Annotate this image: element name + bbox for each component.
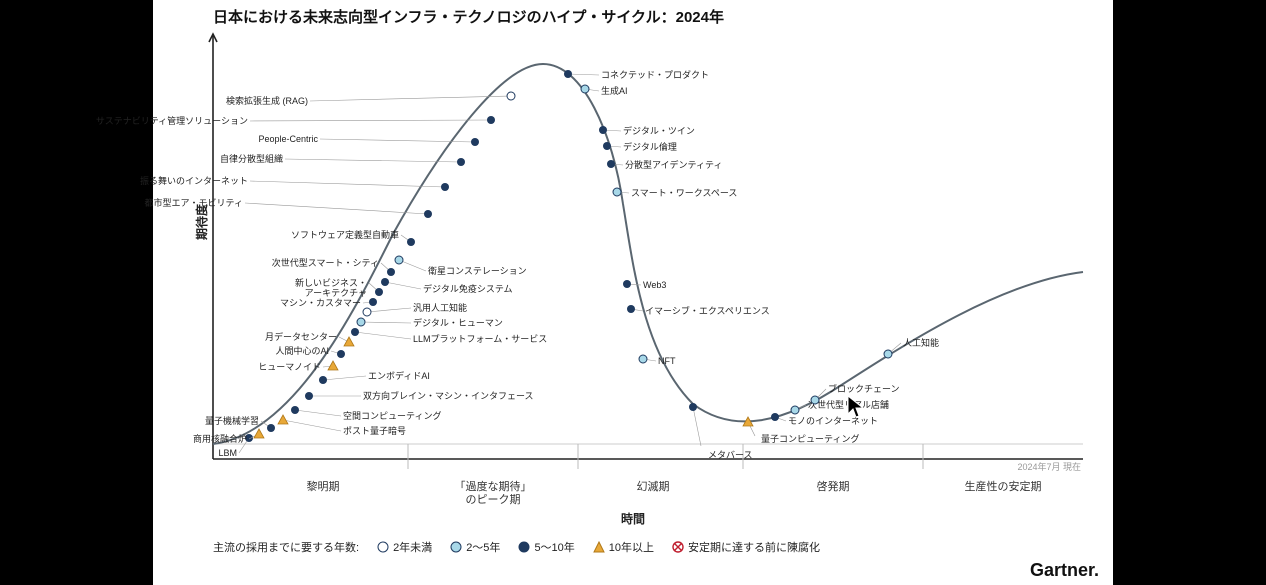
point-label: 振る舞いのインターネット bbox=[140, 175, 248, 186]
point-label: 次世代型リアル店舗 bbox=[808, 399, 889, 410]
point-label: マシン・カスタマー bbox=[280, 298, 361, 308]
legend-caption: 主流の採用までに要する年数: bbox=[213, 539, 359, 555]
chart-title: 日本における未来志向型インフラ・テクノロジのハイプ・サイクル：2024年 bbox=[213, 6, 724, 27]
date-stamp: 2024年7月 現在 bbox=[1017, 460, 1081, 473]
phase-label: 「過度な期待」のピーク期 bbox=[443, 481, 543, 507]
point-label: デジタル免疫システム bbox=[423, 283, 513, 294]
point-label: 新しいビジネス・ bbox=[295, 277, 367, 288]
point-label: 自律分散型組織 bbox=[220, 153, 283, 164]
y-axis-label: 期待度 bbox=[193, 204, 210, 240]
point-label: 量子コンピューティング bbox=[761, 433, 859, 444]
x-axis-label: 時間 bbox=[153, 510, 1113, 527]
legend-item: 5～10年 bbox=[518, 539, 574, 555]
phase-label: 黎明期 bbox=[273, 481, 373, 494]
point-label: デジタル・ツイン bbox=[623, 125, 695, 136]
point-label: メタバース bbox=[708, 450, 753, 460]
point-label: 生成AI bbox=[601, 85, 628, 96]
legend: 主流の採用までに要する年数: 2年未満 2～5年 5～10年 10年以上 安定期に達する… bbox=[213, 539, 1083, 555]
point-label: 月データセンター bbox=[265, 331, 337, 342]
point-label: サステナビリティ管理ソリューション bbox=[96, 115, 248, 126]
point-label: LBM bbox=[218, 448, 237, 458]
point-label: モノのインターネット bbox=[788, 416, 878, 426]
point-label: 衛星コンステレーション bbox=[428, 265, 527, 276]
point-label: エンボディドAI bbox=[368, 370, 430, 381]
point-label: 人間中心のAI bbox=[275, 345, 329, 356]
point-label: デジタル・ヒューマン bbox=[413, 317, 503, 328]
point-label: ポスト量子暗号 bbox=[343, 425, 406, 436]
legend-item-label: 2年未満 bbox=[393, 539, 432, 555]
point-label: Web3 bbox=[643, 280, 666, 290]
point-label: 量子機械学習 bbox=[205, 415, 259, 426]
point-label: 人工知能 bbox=[903, 337, 939, 348]
point-label: 次世代型スマート・シティ bbox=[272, 257, 379, 268]
point-label: イマーシブ・エクスペリエンス bbox=[645, 305, 770, 316]
point-label: 分散型アイデンティティ bbox=[625, 159, 722, 170]
gartner-logo: Gartner. bbox=[1030, 560, 1099, 581]
slide: 日本における未来志向型インフラ・テクノロジのハイプ・サイクル：2024年 期待度… bbox=[153, 0, 1113, 585]
point-label: 検索拡張生成 (RAG) bbox=[226, 95, 308, 106]
point-label: ソフトウェア定義型自動車 bbox=[291, 229, 399, 240]
legend-item-label: 安定期に達する前に陳腐化 bbox=[688, 539, 820, 555]
legend-item-label: 5～10年 bbox=[534, 539, 574, 555]
phase-label: 啓発期 bbox=[783, 481, 883, 494]
phase-label: 生産性の安定期 bbox=[953, 481, 1053, 494]
point-label: コネクテッド・プロダクト bbox=[601, 69, 709, 80]
phase-labels-row: 黎明期 「過度な期待」のピーク期 幻滅期 啓発期 生産性の安定期 bbox=[213, 481, 1083, 509]
point-label: LLMプラットフォーム・サービス bbox=[413, 334, 547, 344]
legend-item-label: 2～5年 bbox=[466, 539, 500, 555]
hype-cycle-plot: LBM商用核融合炉量子機械学習ポスト量子暗号空間コンピューティング双方向ブレイン… bbox=[213, 34, 1083, 474]
point-label: ブロックチェーン bbox=[828, 383, 900, 394]
legend-item: 2～5年 bbox=[450, 539, 500, 555]
point-label: ヒューマノイド bbox=[258, 362, 321, 372]
point-label: NFT bbox=[658, 356, 676, 366]
point-label: 汎用人工知能 bbox=[413, 302, 467, 313]
legend-item: 安定期に達する前に陳腐化 bbox=[672, 539, 820, 555]
point-label: スマート・ワークスペース bbox=[631, 188, 737, 198]
legend-item: 2年未満 bbox=[377, 539, 432, 555]
point-label: 商用核融合炉 bbox=[193, 433, 247, 444]
legend-item: 10年以上 bbox=[593, 539, 654, 555]
point-label: アーキテクチャ bbox=[305, 288, 367, 298]
point-label: 双方向ブレイン・マシン・インタフェース bbox=[363, 390, 534, 401]
point-label: People-Centric bbox=[258, 134, 318, 144]
point-label: 空間コンピューティング bbox=[343, 410, 441, 421]
point-label: 都市型エア・モビリティ bbox=[145, 197, 243, 208]
legend-item-label: 10年以上 bbox=[609, 539, 654, 555]
point-label: デジタル倫理 bbox=[623, 141, 677, 152]
phase-label: 幻滅期 bbox=[603, 481, 703, 494]
